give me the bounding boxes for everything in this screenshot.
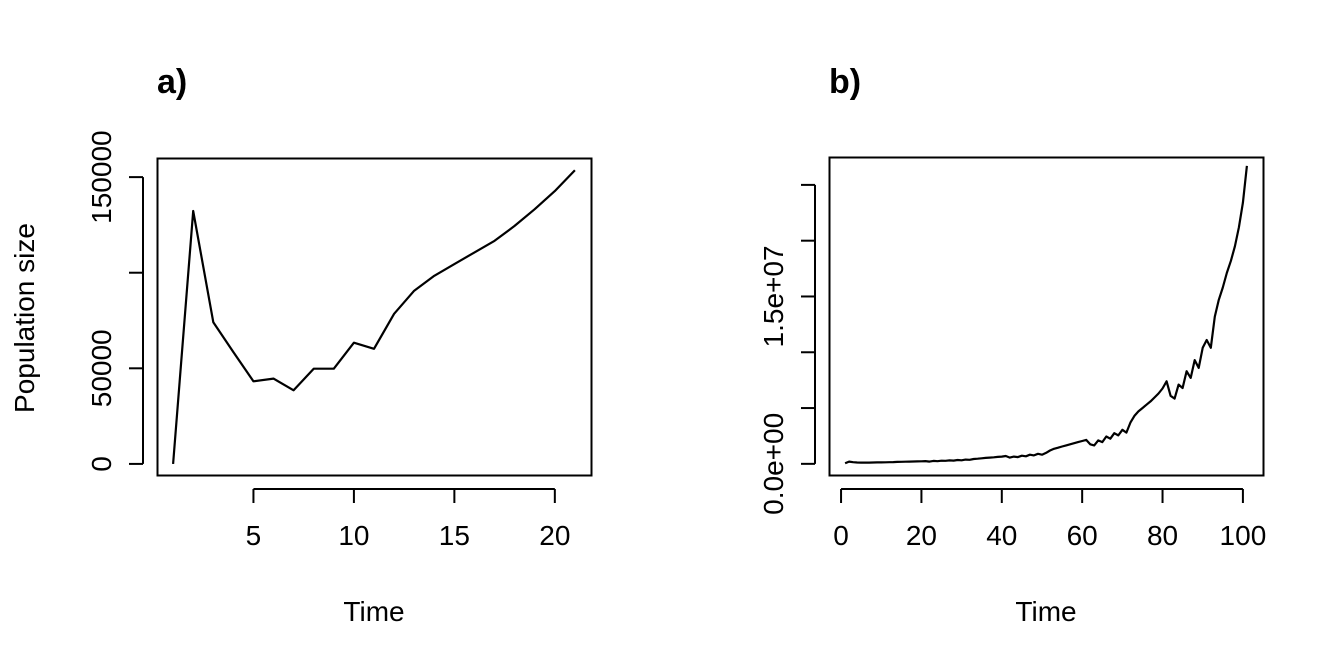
panel-a-y-tick-label: 150000 bbox=[86, 130, 117, 223]
panel-a-x-tick-label: 15 bbox=[439, 520, 470, 551]
panel-a-x-axis-title: Time bbox=[343, 596, 404, 627]
panel-b-title: b) bbox=[829, 63, 861, 101]
panel-b-x-tick-label: 80 bbox=[1147, 520, 1178, 551]
panel-a-y-tick-label: 0 bbox=[86, 456, 117, 472]
panel-a: a) 0 50000 150000 5 10 15 20 Time Population … bbox=[9, 63, 593, 627]
panel-a-plot-box bbox=[156, 157, 593, 477]
panel-b-x-axis-title: Time bbox=[1015, 596, 1076, 627]
panel-a-title: a) bbox=[157, 63, 187, 101]
panel-b-x-tick-label: 60 bbox=[1067, 520, 1098, 551]
panel-b: b) 0.0e+00 1.5e+07 0 20 40 60 80 100 Time bbox=[758, 63, 1266, 627]
panel-b-y-tick-label: 0.0e+00 bbox=[758, 413, 789, 515]
panel-a-x-tick-label: 5 bbox=[246, 520, 262, 551]
panel-a-line-series bbox=[172, 169, 576, 464]
panel-b-x-axis: 0 20 40 60 80 100 bbox=[833, 488, 1267, 551]
panel-b-line-series bbox=[844, 165, 1248, 465]
panel-a-y-axis: 0 50000 150000 bbox=[86, 130, 144, 472]
panel-a-x-tick-label: 20 bbox=[539, 520, 570, 551]
panel-a-y-axis-title: Population size bbox=[9, 223, 40, 413]
panel-a-x-axis: 5 10 15 20 bbox=[246, 488, 570, 551]
panel-b-x-tick-label: 100 bbox=[1220, 520, 1267, 551]
panel-b-x-tick-label: 20 bbox=[906, 520, 937, 551]
panel-a-y-tick-label: 50000 bbox=[86, 329, 117, 407]
panel-b-y-axis: 0.0e+00 1.5e+07 bbox=[758, 183, 816, 515]
panel-a-x-tick-label: 10 bbox=[338, 520, 369, 551]
panel-b-x-tick-label: 40 bbox=[986, 520, 1017, 551]
panel-b-plot-box bbox=[828, 156, 1265, 477]
panel-b-x-tick-label: 0 bbox=[833, 520, 849, 551]
panel-b-y-tick-label: 1.5e+07 bbox=[758, 245, 789, 347]
